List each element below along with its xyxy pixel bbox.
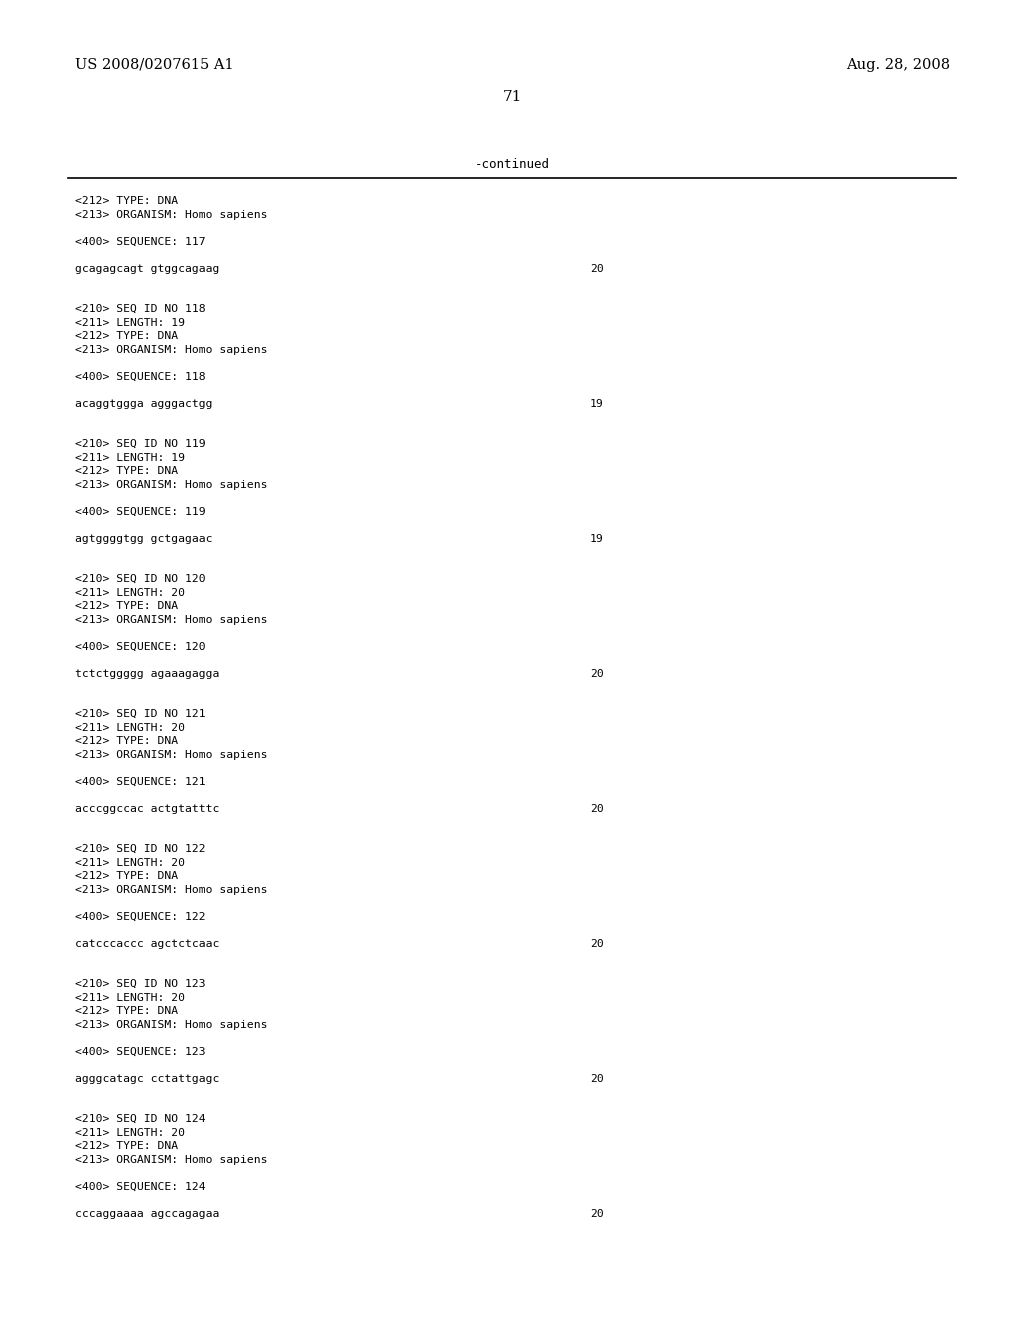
Text: <210> SEQ ID NO 122: <210> SEQ ID NO 122 (75, 843, 206, 854)
Text: <210> SEQ ID NO 121: <210> SEQ ID NO 121 (75, 709, 206, 719)
Text: <211> LENGTH: 20: <211> LENGTH: 20 (75, 993, 185, 1003)
Text: 20: 20 (590, 939, 604, 949)
Text: <212> TYPE: DNA: <212> TYPE: DNA (75, 601, 178, 611)
Text: <212> TYPE: DNA: <212> TYPE: DNA (75, 737, 178, 746)
Text: <400> SEQUENCE: 119: <400> SEQUENCE: 119 (75, 507, 206, 516)
Text: <213> ORGANISM: Homo sapiens: <213> ORGANISM: Homo sapiens (75, 1155, 267, 1164)
Text: acaggtggga agggactgg: acaggtggga agggactgg (75, 399, 213, 409)
Text: <211> LENGTH: 20: <211> LENGTH: 20 (75, 858, 185, 867)
Text: <212> TYPE: DNA: <212> TYPE: DNA (75, 1006, 178, 1016)
Text: <400> SEQUENCE: 117: <400> SEQUENCE: 117 (75, 236, 206, 247)
Text: 20: 20 (590, 1073, 604, 1084)
Text: <400> SEQUENCE: 124: <400> SEQUENCE: 124 (75, 1181, 206, 1192)
Text: <213> ORGANISM: Homo sapiens: <213> ORGANISM: Homo sapiens (75, 345, 267, 355)
Text: <210> SEQ ID NO 123: <210> SEQ ID NO 123 (75, 979, 206, 989)
Text: <210> SEQ ID NO 119: <210> SEQ ID NO 119 (75, 440, 206, 449)
Text: <213> ORGANISM: Homo sapiens: <213> ORGANISM: Homo sapiens (75, 210, 267, 219)
Text: <211> LENGTH: 19: <211> LENGTH: 19 (75, 318, 185, 327)
Text: <400> SEQUENCE: 123: <400> SEQUENCE: 123 (75, 1047, 206, 1056)
Text: cccaggaaaa agccagagaa: cccaggaaaa agccagagaa (75, 1209, 219, 1218)
Text: -continued: -continued (474, 158, 550, 172)
Text: acccggccac actgtatttc: acccggccac actgtatttc (75, 804, 219, 813)
Text: 19: 19 (590, 533, 604, 544)
Text: <211> LENGTH: 20: <211> LENGTH: 20 (75, 722, 185, 733)
Text: US 2008/0207615 A1: US 2008/0207615 A1 (75, 58, 233, 73)
Text: <212> TYPE: DNA: <212> TYPE: DNA (75, 1140, 178, 1151)
Text: <213> ORGANISM: Homo sapiens: <213> ORGANISM: Homo sapiens (75, 750, 267, 759)
Text: gcagagcagt gtggcagaag: gcagagcagt gtggcagaag (75, 264, 219, 273)
Text: agggcatagc cctattgagc: agggcatagc cctattgagc (75, 1073, 219, 1084)
Text: <213> ORGANISM: Homo sapiens: <213> ORGANISM: Homo sapiens (75, 479, 267, 490)
Text: 71: 71 (503, 90, 521, 104)
Text: <211> LENGTH: 20: <211> LENGTH: 20 (75, 1127, 185, 1138)
Text: <212> TYPE: DNA: <212> TYPE: DNA (75, 466, 178, 477)
Text: <213> ORGANISM: Homo sapiens: <213> ORGANISM: Homo sapiens (75, 615, 267, 624)
Text: catcccaccc agctctcaac: catcccaccc agctctcaac (75, 939, 219, 949)
Text: <213> ORGANISM: Homo sapiens: <213> ORGANISM: Homo sapiens (75, 1019, 267, 1030)
Text: <210> SEQ ID NO 124: <210> SEQ ID NO 124 (75, 1114, 206, 1125)
Text: 19: 19 (590, 399, 604, 409)
Text: <213> ORGANISM: Homo sapiens: <213> ORGANISM: Homo sapiens (75, 884, 267, 895)
Text: <211> LENGTH: 19: <211> LENGTH: 19 (75, 453, 185, 462)
Text: <212> TYPE: DNA: <212> TYPE: DNA (75, 871, 178, 880)
Text: <212> TYPE: DNA: <212> TYPE: DNA (75, 331, 178, 341)
Text: <212> TYPE: DNA: <212> TYPE: DNA (75, 197, 178, 206)
Text: <211> LENGTH: 20: <211> LENGTH: 20 (75, 587, 185, 598)
Text: <400> SEQUENCE: 118: <400> SEQUENCE: 118 (75, 371, 206, 381)
Text: <210> SEQ ID NO 118: <210> SEQ ID NO 118 (75, 304, 206, 314)
Text: Aug. 28, 2008: Aug. 28, 2008 (846, 58, 950, 73)
Text: agtggggtgg gctgagaac: agtggggtgg gctgagaac (75, 533, 213, 544)
Text: 20: 20 (590, 1209, 604, 1218)
Text: <400> SEQUENCE: 122: <400> SEQUENCE: 122 (75, 912, 206, 921)
Text: <210> SEQ ID NO 120: <210> SEQ ID NO 120 (75, 574, 206, 583)
Text: tctctggggg agaaagagga: tctctggggg agaaagagga (75, 668, 219, 678)
Text: 20: 20 (590, 264, 604, 273)
Text: 20: 20 (590, 668, 604, 678)
Text: <400> SEQUENCE: 121: <400> SEQUENCE: 121 (75, 776, 206, 787)
Text: 20: 20 (590, 804, 604, 813)
Text: <400> SEQUENCE: 120: <400> SEQUENCE: 120 (75, 642, 206, 652)
